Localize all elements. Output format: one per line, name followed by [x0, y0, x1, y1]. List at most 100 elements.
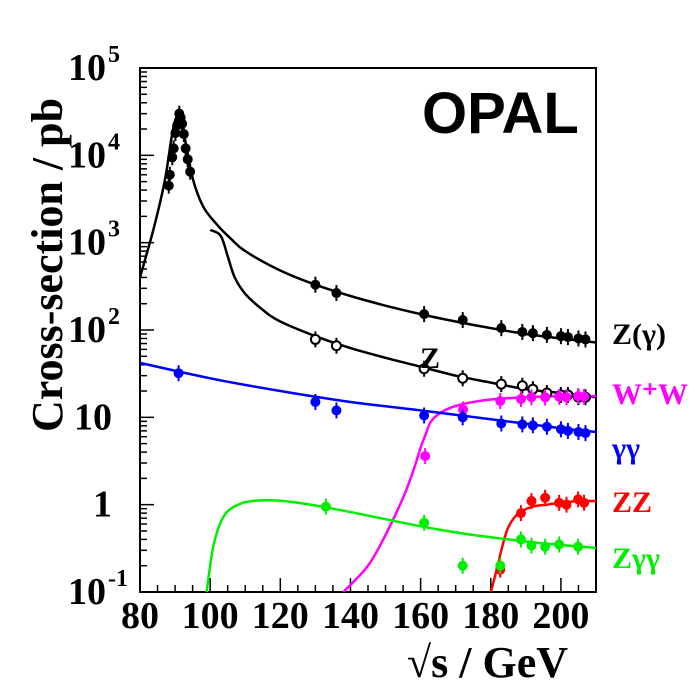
- data-point: [516, 380, 528, 392]
- data-point: [515, 534, 526, 545]
- legend: Z(γ) W⁺W γγ ZZ Zγγ: [611, 318, 688, 575]
- data-point: [182, 154, 193, 165]
- data-point: [330, 340, 342, 352]
- series-curves: [140, 111, 596, 592]
- x-axis-title: √s / GeV: [407, 638, 568, 687]
- plot-frame: [139, 67, 597, 593]
- legend-entry: Zγγ: [612, 542, 660, 575]
- y-tick-exponent: 4: [108, 129, 120, 155]
- x-tick-label: 180: [462, 595, 519, 637]
- data-point: [527, 420, 538, 431]
- legend-entry: Z(γ): [612, 318, 666, 351]
- y-tick-base: 10: [68, 222, 106, 264]
- legend-entry: γγ: [611, 432, 640, 465]
- data-point: [562, 332, 573, 343]
- data-point: [180, 143, 191, 154]
- y-tick-label: 1: [93, 484, 112, 526]
- data-point: [178, 129, 189, 140]
- y-tick-exponent: 3: [108, 217, 120, 243]
- data-point: [331, 288, 342, 299]
- y-axis-title: Cross-section / pb: [23, 98, 72, 432]
- data-point: [419, 309, 430, 320]
- y-tick-base: 10: [74, 396, 112, 438]
- data-point: [173, 368, 184, 379]
- data-point: [457, 372, 469, 384]
- data-point: [527, 383, 539, 395]
- series-line: [205, 499, 596, 592]
- data-point: [164, 169, 175, 180]
- y-tick-label: 10 3: [68, 217, 120, 264]
- data-point: [540, 492, 551, 503]
- data-point: [331, 405, 342, 416]
- data-point: [496, 418, 507, 429]
- data-point: [457, 412, 468, 423]
- data-point: [526, 392, 537, 403]
- data-point: [541, 421, 552, 432]
- data-point: [177, 118, 188, 129]
- y-tick-base: 1: [93, 484, 112, 526]
- x-tick-label: 160: [392, 595, 449, 637]
- y-tick-exponent: 2: [108, 304, 120, 330]
- y-tick-label: 10 5: [68, 42, 120, 89]
- data-point: [579, 497, 590, 508]
- data-point: [168, 143, 179, 154]
- y-tick-label: 10 4: [68, 129, 120, 176]
- data-point: [580, 334, 591, 345]
- data-point: [310, 279, 321, 290]
- y-tick-exponent: -1: [108, 566, 128, 592]
- data-point: [515, 394, 526, 405]
- data-point: [167, 152, 178, 163]
- data-point: [562, 425, 573, 436]
- x-tick-label: 200: [532, 595, 589, 637]
- x-tick-label: 100: [182, 595, 239, 637]
- data-point: [310, 396, 321, 407]
- data-point: [495, 560, 506, 571]
- data-point: [457, 315, 468, 326]
- data-point: [573, 541, 584, 552]
- data-point: [561, 499, 572, 510]
- data-point: [495, 395, 506, 406]
- x-tick-label: 140: [322, 595, 379, 637]
- x-tick-label: 80: [121, 595, 159, 637]
- data-point: [580, 428, 591, 439]
- y-tick-label: 10 -1: [68, 566, 128, 613]
- y-tick-exponent: 5: [108, 42, 120, 68]
- data-point: [541, 329, 552, 340]
- data-point: [554, 539, 565, 550]
- series-points: [163, 105, 591, 578]
- legend-entry: W⁺W: [612, 378, 688, 411]
- data-point: [517, 326, 528, 337]
- data-point: [496, 323, 507, 334]
- data-point: [418, 363, 430, 375]
- y-tick-base: 10: [68, 571, 106, 613]
- data-point: [540, 392, 551, 403]
- y-tick-base: 10: [68, 134, 106, 176]
- axis-ticks: [139, 71, 597, 593]
- y-tick-label: 10 2: [68, 304, 120, 351]
- y-tick-base: 10: [68, 47, 106, 89]
- data-point: [527, 328, 538, 339]
- data-point: [457, 560, 468, 571]
- data-point: [517, 419, 528, 430]
- data-point: [419, 517, 430, 528]
- data-point: [419, 410, 430, 421]
- data-point: [495, 378, 507, 390]
- data-point: [561, 392, 572, 403]
- x-tick-label: 120: [252, 595, 309, 637]
- series-line: [209, 228, 596, 399]
- y-tick-base: 10: [68, 309, 106, 351]
- data-point: [579, 391, 590, 402]
- data-point: [540, 541, 551, 552]
- data-point: [309, 333, 321, 345]
- data-point: [185, 166, 196, 177]
- y-tick-label: 10: [74, 396, 112, 438]
- data-point: [163, 180, 174, 191]
- series-line: [140, 111, 596, 344]
- data-point: [526, 496, 537, 507]
- inline-label-z: Z: [420, 342, 440, 375]
- chart-title: OPAL: [422, 81, 579, 146]
- data-point: [526, 540, 537, 551]
- data-point: [515, 508, 526, 519]
